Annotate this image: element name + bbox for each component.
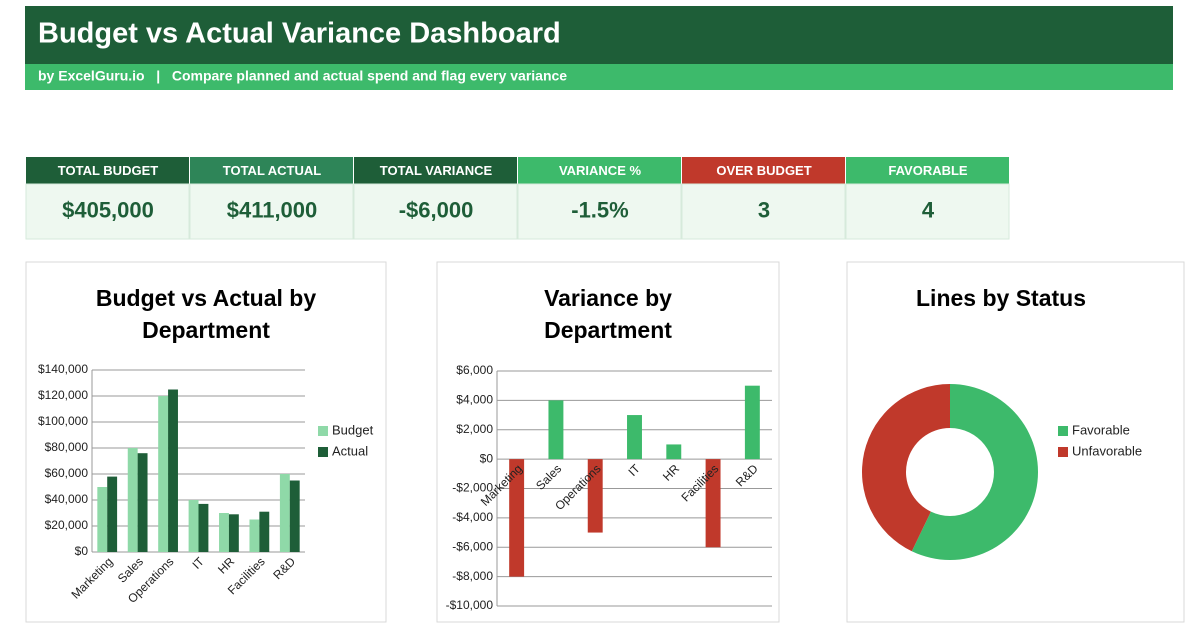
y-tick-label: $140,000	[38, 362, 88, 376]
legend-label: Budget	[332, 422, 374, 437]
dashboard-title: Budget vs Actual Variance Dashboard	[38, 18, 561, 50]
legend-label: Favorable	[1072, 422, 1130, 437]
bar	[158, 396, 169, 552]
bar	[705, 459, 721, 548]
y-tick-label: -$8,000	[452, 569, 493, 583]
y-tick-label: -$4,000	[452, 510, 493, 524]
bar	[107, 476, 118, 552]
y-tick-label: $0	[75, 544, 89, 558]
bar	[666, 444, 682, 460]
legend-label: Unfavorable	[1072, 443, 1142, 458]
legend-swatch	[318, 447, 328, 457]
y-tick-label: $0	[480, 451, 494, 465]
y-tick-label: $40,000	[45, 492, 89, 506]
bar	[259, 511, 270, 552]
y-tick-label: $20,000	[45, 518, 89, 532]
kpi-value-cell	[517, 183, 682, 240]
bar	[219, 513, 229, 552]
kpi-value: -$6,000	[399, 197, 474, 222]
y-tick-label: $4,000	[456, 393, 493, 407]
kpi-value-cell	[189, 183, 354, 240]
bar	[548, 400, 564, 460]
kpi-value: $411,000	[227, 197, 318, 222]
chart-panel	[436, 261, 780, 623]
dashboard-subtitle: by ExcelGuru.io | Compare planned and ac…	[38, 68, 567, 84]
donut-slice	[911, 384, 1039, 560]
y-tick-label: -$10,000	[446, 598, 494, 612]
bar	[127, 448, 138, 552]
bar	[509, 459, 525, 577]
chart-title: Budget vs Actual by Department	[96, 285, 316, 343]
kpi-label: TOTAL ACTUAL	[223, 163, 322, 178]
kpi-value-cell	[845, 183, 1010, 240]
y-tick-label: $100,000	[38, 414, 88, 428]
kpi-label: OVER BUDGET	[716, 163, 811, 178]
y-tick-label: -$6,000	[452, 539, 493, 553]
y-tick-label: $2,000	[456, 422, 493, 436]
kpi-header	[190, 157, 353, 184]
kpi-header	[518, 157, 681, 184]
kpi-value-cell	[681, 183, 846, 240]
legend-swatch	[318, 426, 328, 436]
bar	[168, 389, 178, 552]
chart-title: Lines by Status	[916, 285, 1086, 311]
kpi-header	[846, 157, 1009, 184]
bar	[587, 459, 603, 533]
y-tick-label: $60,000	[45, 466, 89, 480]
kpi-label: TOTAL BUDGET	[58, 163, 158, 178]
bar	[97, 487, 108, 552]
bar	[627, 415, 642, 460]
kpi-value-cell	[25, 183, 190, 240]
kpi-value: -1.5%	[571, 197, 628, 222]
bar	[188, 500, 199, 552]
bar	[744, 385, 760, 460]
kpi-value-cell	[353, 183, 518, 240]
kpi-label: FAVORABLE	[888, 163, 968, 178]
bar	[289, 480, 300, 552]
legend-label: Actual	[332, 443, 368, 458]
donut-slice	[862, 384, 950, 552]
bar	[228, 514, 239, 552]
kpi-label: TOTAL VARIANCE	[380, 163, 493, 178]
kpi-header	[682, 157, 845, 184]
y-tick-label: $80,000	[45, 440, 89, 454]
y-tick-label: -$2,000	[452, 481, 493, 495]
bar	[198, 503, 209, 552]
bar	[279, 474, 290, 552]
chart-panel	[25, 261, 387, 623]
legend-swatch	[1058, 447, 1068, 457]
y-tick-label: $6,000	[456, 363, 493, 377]
kpi-value: 3	[758, 197, 770, 222]
header-bar	[25, 6, 1173, 64]
chart-title: Variance by Department	[544, 285, 672, 343]
bar	[137, 453, 148, 552]
y-tick-label: $120,000	[38, 388, 88, 402]
kpi-label: VARIANCE %	[559, 163, 642, 178]
bar	[249, 519, 260, 552]
kpi-value: $405,000	[62, 197, 154, 222]
subtitle-bar	[25, 64, 1173, 90]
kpi-header	[354, 157, 517, 184]
legend-swatch	[1058, 426, 1068, 436]
kpi-value: 4	[922, 197, 935, 222]
kpi-header	[26, 157, 189, 184]
